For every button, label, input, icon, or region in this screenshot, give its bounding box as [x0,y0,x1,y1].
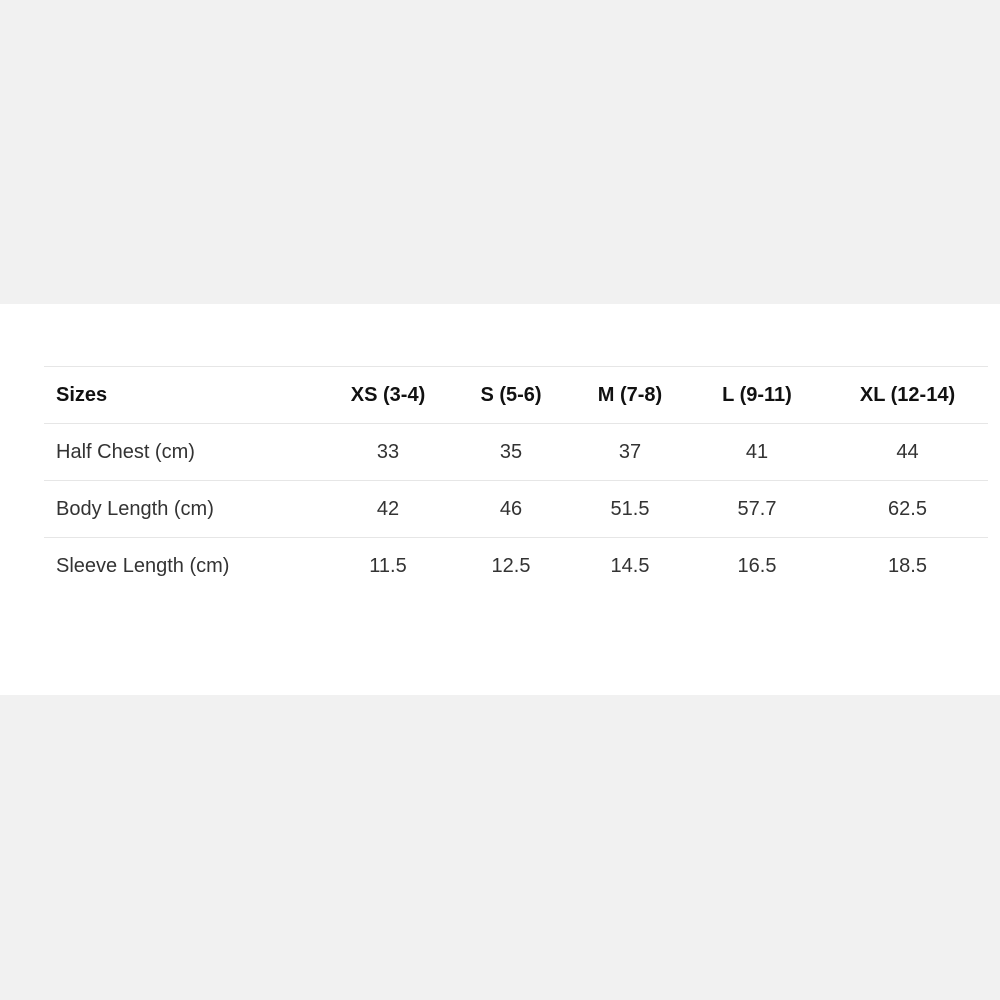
header-m: M (7-8) [597,383,663,406]
table-row: Body Length (cm) 42 46 51.5 57.7 62.5 [44,480,988,538]
row-label: Half Chest (cm) [56,440,195,463]
cell: 42 [376,497,400,520]
cell: 62.5 [888,497,927,520]
header-l: L (9-11) [722,383,792,406]
header-row: Sizes XS (3-4) S (5-6) M (7-8) L (9-11) … [44,366,988,424]
cell: 44 [896,440,919,463]
cell: 51.5 [610,497,650,520]
header-xs: XS (3-4) [350,383,426,406]
cell: 33 [376,440,400,463]
table-row: Half Chest (cm) 33 35 37 41 44 [44,423,988,481]
cell: 14.5 [610,554,650,577]
header-xl: XL (12-14) [859,383,956,406]
cell: 12.5 [491,554,531,577]
table-row: Sleeve Length (cm) 11.5 12.5 14.5 16.5 1… [44,537,988,595]
row-label: Sleeve Length (cm) [56,554,230,577]
cell: 18.5 [888,554,927,577]
header-s: S (5-6) [480,383,542,406]
cell: 41 [745,440,769,463]
cell: 57.7 [737,497,777,520]
cell: 46 [499,497,523,520]
size-chart-panel: Sizes XS (3-4) S (5-6) M (7-8) L (9-11) … [0,304,1000,695]
row-label: Body Length (cm) [56,497,214,520]
size-chart-table: Sizes XS (3-4) S (5-6) M (7-8) L (9-11) … [44,366,988,595]
cell: 11.5 [369,554,407,577]
header-sizes: Sizes [56,383,108,406]
cell: 35 [499,440,523,463]
cell: 16.5 [737,554,777,577]
cell: 37 [618,440,642,463]
